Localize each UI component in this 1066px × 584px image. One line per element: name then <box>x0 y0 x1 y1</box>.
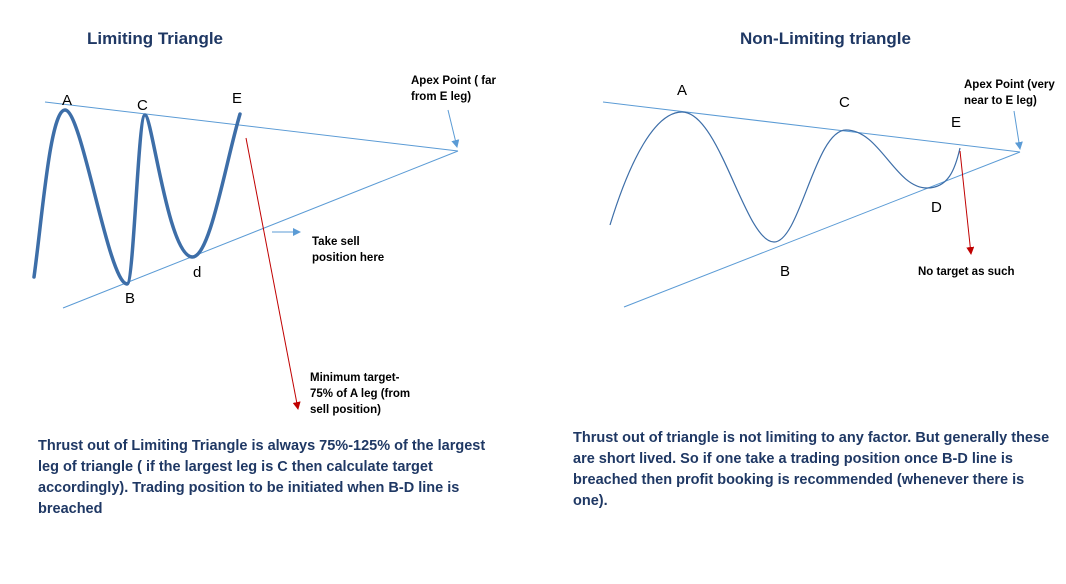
left-point-b: B <box>125 290 136 307</box>
right-point-a: A <box>677 82 688 99</box>
left-sell-note-line-2: position here <box>312 252 385 264</box>
left-target-note-line-1: Minimum target- <box>310 372 400 384</box>
left-target-arrow <box>245 137 301 410</box>
right-apex-note: Apex Point (very near to E leg) <box>964 77 1064 109</box>
right-paragraph: Thrust out of triangle is not limiting t… <box>573 430 1050 509</box>
right-title: Non-Limiting triangle <box>740 29 911 48</box>
left-sell-note: Take sell position here <box>312 234 422 266</box>
left-title: Limiting Triangle <box>87 29 224 48</box>
right-upper-trendline <box>602 101 1021 153</box>
left-sell-note-line-1: Take sell <box>312 236 360 248</box>
left-apex-note: Apex Point ( far from E leg) <box>411 73 521 105</box>
left-point-c: C <box>137 97 148 114</box>
left-apex-arrow <box>447 109 460 148</box>
left-point-e: E <box>232 90 243 107</box>
left-wave <box>32 108 242 286</box>
left-target-note-line-2: 75% of A leg (from <box>310 388 411 400</box>
right-point-e: E <box>951 114 962 131</box>
left-upper-trendline <box>44 101 459 152</box>
right-target-note: No target as such <box>918 266 1015 278</box>
left-paragraph: Thrust out of Limiting Triangle is alway… <box>38 438 486 517</box>
right-apex-note-line-2: near to E leg) <box>964 95 1037 107</box>
right-target-arrow <box>959 150 975 255</box>
right-apex-arrow <box>1013 110 1023 150</box>
right-point-c: C <box>839 94 850 111</box>
left-target-note: Minimum target- 75% of A leg (from sell … <box>310 370 440 418</box>
left-point-a: A <box>62 92 73 109</box>
left-apex-note-line-2: from E leg) <box>411 91 472 103</box>
right-point-b: B <box>780 263 791 280</box>
left-point-d: d <box>193 264 202 281</box>
right-apex-note-line-1: Apex Point (very <box>964 79 1055 91</box>
left-apex-note-line-1: Apex Point ( far <box>411 75 496 87</box>
left-lower-trendline <box>62 150 459 309</box>
right-point-d: D <box>931 199 942 216</box>
left-target-note-line-3: sell position) <box>310 404 381 416</box>
right-wave <box>609 111 961 243</box>
right-lower-trendline <box>623 151 1021 308</box>
